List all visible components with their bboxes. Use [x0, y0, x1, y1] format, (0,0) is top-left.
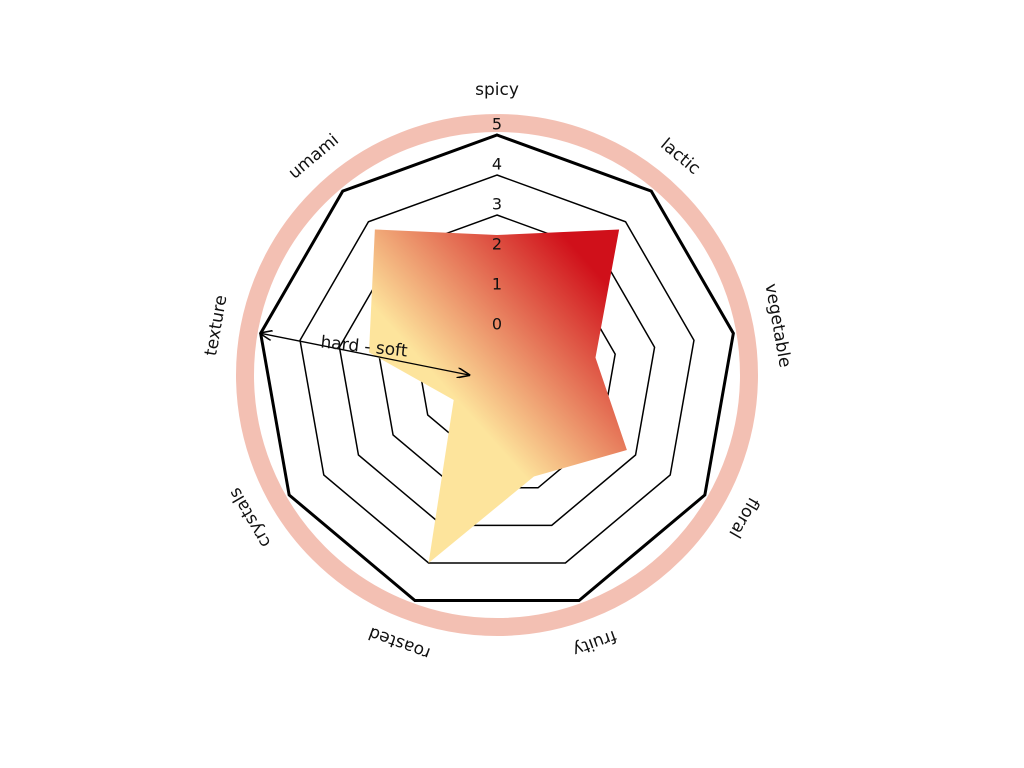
axis-label: lactic — [656, 134, 704, 178]
annotation-arrow — [261, 333, 469, 375]
axis-label: floral — [724, 494, 763, 541]
axis-label: roasted — [366, 622, 433, 663]
r-tick-label: 0 — [492, 315, 502, 334]
r-tick-label: 2 — [492, 235, 502, 254]
data-area — [368, 229, 627, 563]
r-tick-label: 1 — [492, 275, 502, 294]
r-tick-label: 5 — [492, 115, 502, 134]
axis-label: texture — [201, 294, 231, 358]
r-tick-label: 4 — [492, 155, 502, 174]
grid-ring — [299, 174, 695, 564]
axis-label: fruity — [570, 626, 619, 660]
axis-label: spicy — [475, 80, 519, 100]
decorative-ring — [236, 114, 758, 636]
r-tick-label: 3 — [492, 195, 502, 214]
axis-label: vegetable — [760, 282, 794, 369]
grid-ring — [338, 214, 656, 527]
grid-ring — [259, 133, 735, 603]
